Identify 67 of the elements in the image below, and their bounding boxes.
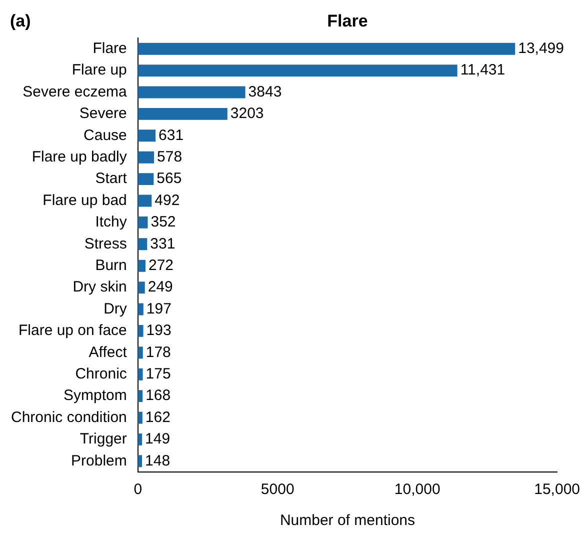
y-tick-label: Severe eczema [22, 83, 128, 100]
bar [138, 433, 142, 446]
data-label: 3843 [248, 83, 282, 100]
bar [138, 260, 146, 272]
bar [138, 455, 142, 468]
data-label: 162 [145, 408, 170, 426]
data-label: 178 [146, 344, 171, 361]
y-tick-label: Flare up [72, 62, 127, 79]
data-label: 631 [158, 126, 184, 144]
bar [138, 412, 142, 424]
y-tick-label: Flare up bad [42, 192, 127, 209]
x-tick-label: 0 [134, 481, 142, 498]
data-label: 193 [146, 322, 172, 340]
y-tick-label: Symptom [64, 387, 127, 404]
y-tick-label: Start [95, 170, 128, 188]
bar [138, 173, 154, 186]
data-label: 13,499 [518, 40, 564, 57]
data-label: 149 [145, 430, 170, 448]
bar [138, 42, 516, 55]
y-tick-label: Problem [71, 452, 127, 470]
x-axis-title: Number of mentions [280, 512, 416, 530]
y-tick-label: Severe [79, 105, 127, 122]
y-tick-label: Cause [84, 126, 127, 144]
bar [138, 64, 458, 77]
bar [138, 151, 154, 164]
x-tick-label: 5000 [260, 481, 294, 498]
data-label: 175 [146, 365, 171, 382]
data-label: 565 [156, 170, 182, 188]
data-label: 492 [154, 192, 180, 209]
y-tick-label: Stress [84, 235, 127, 252]
x-tick-label: 15,000 [534, 481, 580, 498]
bar [138, 346, 143, 359]
data-label: 197 [146, 300, 172, 318]
data-label: 578 [157, 148, 182, 166]
data-label: 272 [148, 256, 174, 274]
y-tick-label: Burn [95, 256, 127, 274]
y-tick-label: Dry skin [72, 278, 127, 296]
y-tick-label: Flare [92, 40, 127, 57]
bar [138, 86, 246, 98]
text: (a) [10, 12, 31, 31]
y-tick-label: Chronic condition [10, 408, 127, 426]
x-tick-label: 10,000 [394, 481, 440, 498]
y-tick-label: Itchy [95, 214, 128, 231]
data-label: 148 [145, 452, 170, 470]
bar [138, 303, 144, 316]
chart-title: Flare [327, 12, 368, 31]
bar [138, 282, 145, 294]
bar [138, 194, 152, 207]
bar [138, 238, 148, 250]
y-tick-label: Affect [88, 344, 128, 361]
data-label: 331 [150, 235, 176, 252]
bar [138, 130, 156, 142]
data-label: 352 [150, 214, 176, 231]
bar [138, 324, 144, 337]
data-label: 3203 [230, 105, 264, 122]
y-tick-label: Flare up badly [32, 148, 128, 166]
bar [138, 108, 228, 120]
y-tick-label: Trigger [80, 430, 127, 448]
bar [138, 216, 148, 228]
data-label: 249 [148, 278, 173, 296]
data-label: 168 [146, 387, 171, 404]
data-label: 11,431 [460, 62, 506, 79]
y-tick-label: Chronic [75, 365, 128, 382]
bar [138, 390, 143, 402]
y-tick-label: Dry [104, 300, 128, 318]
bar [138, 368, 143, 380]
y-tick-label: Flare up on face [18, 322, 127, 340]
